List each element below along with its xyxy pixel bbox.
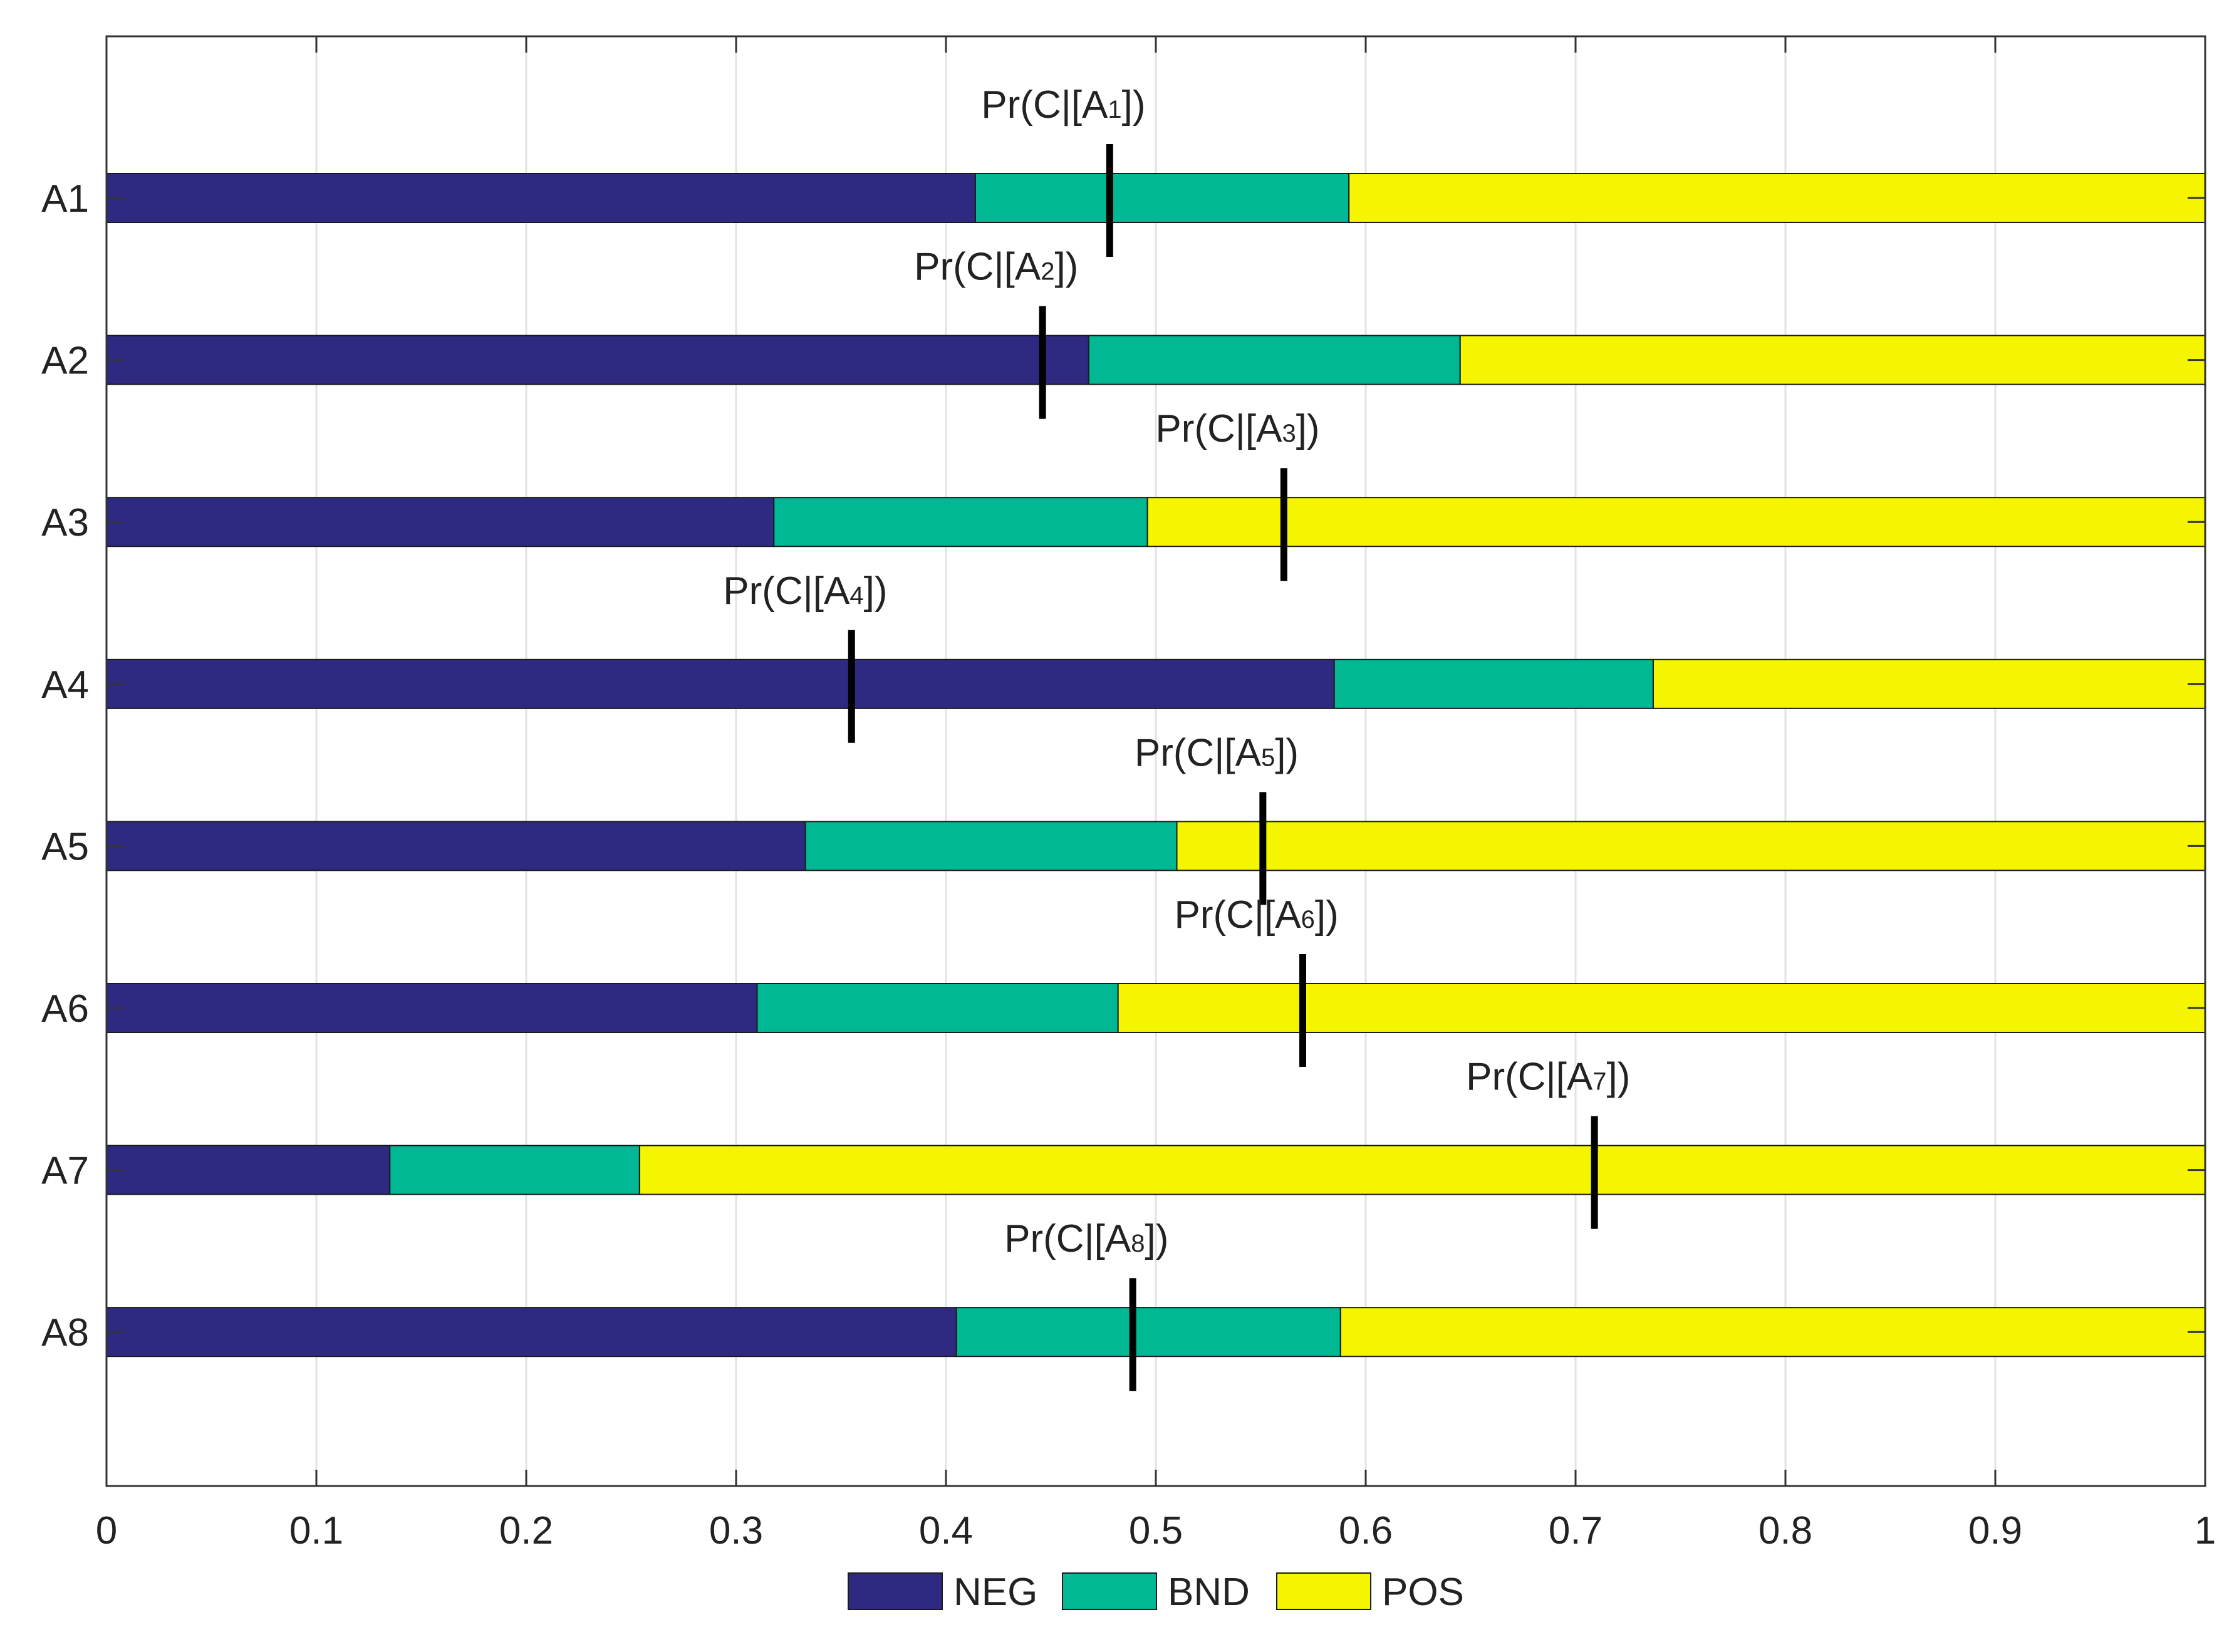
legend-swatch-neg <box>848 1572 943 1610</box>
bar-a2-pos <box>1459 335 2206 385</box>
bars-layer <box>106 173 2206 1358</box>
bar-a7-bnd <box>389 1145 640 1195</box>
bar-a5-bnd <box>804 821 1178 871</box>
x-tick-label: 0 <box>96 1509 117 1552</box>
legend-swatch-pos <box>1276 1572 1371 1610</box>
bar-a2-bnd <box>1088 335 1461 385</box>
y-tick-label: A3 <box>41 501 89 544</box>
marker-label-a7: Pr(C|[A7]) <box>1466 1056 1630 1099</box>
x-tick-label: 0.5 <box>1129 1509 1183 1552</box>
marker-label-a1: Pr(C|[A1]) <box>981 83 1145 127</box>
y-tick-label: A4 <box>41 663 89 707</box>
bar-a6-pos <box>1117 983 2206 1033</box>
marker-label-a8: Pr(C|[A8]) <box>1004 1217 1168 1260</box>
x-tick-label: 0.2 <box>499 1509 553 1552</box>
bar-a3-bnd <box>773 497 1148 548</box>
bar-a4-bnd <box>1333 658 1654 709</box>
bar-a1-pos <box>1348 173 2206 223</box>
marker-label-a3: Pr(C|[A3]) <box>1155 407 1319 450</box>
y-tick-label: A6 <box>41 987 89 1031</box>
y-tick-label: A1 <box>41 177 89 221</box>
x-tick-label: 0.7 <box>1549 1509 1603 1552</box>
bar-a3-neg <box>106 497 775 548</box>
x-tick-label: 0.8 <box>1758 1509 1812 1552</box>
marker-label-a4: Pr(C|[A4]) <box>723 569 887 613</box>
markers-layer: Pr(C|[A1]) Pr(C|[A2]) Pr(C|[A3]) Pr(C|[A4])… <box>723 83 1630 1391</box>
x-tick-label: 0.4 <box>919 1509 973 1552</box>
marker-label-a2: Pr(C|[A2]) <box>914 246 1078 289</box>
bar-a7-pos <box>638 1145 2206 1195</box>
marker-label-a6: Pr(C|[A6]) <box>1175 893 1339 937</box>
x-tick-label: 0.3 <box>709 1509 763 1552</box>
bar-a8-pos <box>1339 1307 2206 1358</box>
legend-swatch-bnd <box>1062 1572 1157 1610</box>
grid-layer <box>315 36 1997 1486</box>
bar-a1-neg <box>106 173 976 223</box>
legend: NEG BND POS <box>848 1571 1464 1614</box>
tick-layer: A1 A2 A3 A4 A5 A6 A7 A8 0 0.1 0.2 0.3 0.4 0.5 0.6 0.7 0.… <box>41 36 2216 1552</box>
legend-label-pos: POS <box>1382 1571 1464 1614</box>
x-tick-label: 0.1 <box>289 1509 343 1552</box>
bar-a6-bnd <box>756 983 1119 1033</box>
bar-a3-pos <box>1146 497 2206 548</box>
x-tick-label: 0.9 <box>1968 1509 2022 1552</box>
y-tick-label: A2 <box>41 340 89 383</box>
bar-a2-neg <box>106 335 1089 385</box>
marker-label-a5: Pr(C|[A5]) <box>1135 731 1299 774</box>
bar-a6-neg <box>106 983 758 1033</box>
legend-label-bnd: BND <box>1168 1571 1250 1614</box>
bar-a4-pos <box>1652 658 2206 709</box>
bar-a7-neg <box>106 1145 391 1195</box>
bar-a1-bnd <box>974 173 1350 223</box>
y-tick-label: A5 <box>41 825 89 868</box>
y-tick-label: A8 <box>41 1311 89 1354</box>
y-tick-label: A7 <box>41 1150 89 1193</box>
bar-a8-neg <box>106 1307 957 1358</box>
bar-a4-neg <box>106 658 1335 709</box>
bar-a8-bnd <box>955 1307 1341 1358</box>
bar-a5-pos <box>1176 821 2206 871</box>
x-tick-label: 0.6 <box>1339 1509 1393 1552</box>
legend-label-neg: NEG <box>953 1571 1037 1614</box>
x-tick-label: 1 <box>2195 1509 2216 1552</box>
bar-a5-neg <box>106 821 806 871</box>
